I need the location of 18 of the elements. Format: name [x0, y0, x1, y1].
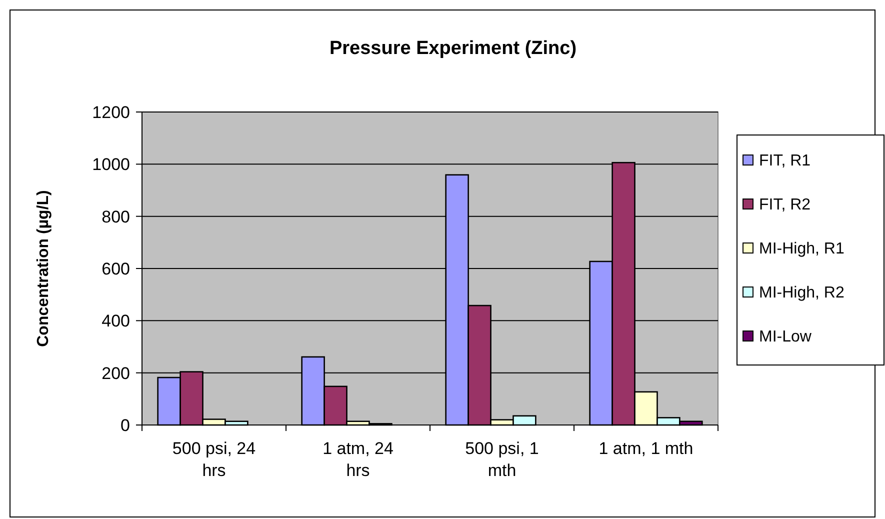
y-tick-label: 800 [102, 207, 130, 226]
y-axis-title: Concentration (µg/L) [35, 190, 52, 347]
legend-label: MI-High, R1 [759, 240, 844, 258]
y-tick-label: 0 [120, 416, 130, 435]
legend-label: MI-Low [759, 328, 812, 346]
y-tick-label: 600 [102, 259, 130, 278]
legend-label: FIT, R2 [759, 196, 811, 214]
chart-title: Pressure Experiment (Zinc) [329, 38, 577, 59]
x-tick-label: 1 atm, 24 hrs [322, 439, 394, 480]
y-tick-label: 1000 [92, 155, 130, 174]
legend-label: MI-High, R2 [759, 284, 844, 302]
y-tick-label: 400 [102, 312, 130, 331]
x-tick-label: 500 psi, 1 mth [465, 439, 539, 480]
x-tick-label: 500 psi, 24 hrs [172, 439, 256, 480]
x-tick-label: 1 atm, 1 mth [598, 439, 694, 458]
y-tick-label: 200 [102, 364, 130, 383]
legend-label: FIT, R1 [759, 152, 811, 170]
y-tick-label: 1200 [92, 102, 130, 122]
